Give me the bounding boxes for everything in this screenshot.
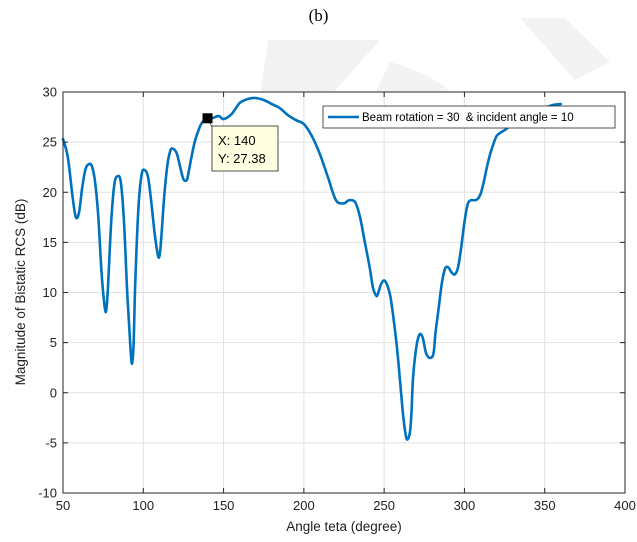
legend: Beam rotation = 30 & incident angle = 10 bbox=[322, 105, 616, 129]
y-tick-label: 20 bbox=[43, 185, 57, 200]
x-tick-labels: 50 100 150 200 250 300 350 400 bbox=[56, 498, 636, 513]
y-tick-labels: -10 -5 0 5 10 15 20 25 30 bbox=[38, 85, 57, 501]
x-tick-label: 400 bbox=[614, 498, 636, 513]
x-tick-label: 250 bbox=[373, 498, 395, 513]
x-tick-label: 100 bbox=[132, 498, 154, 513]
x-tick-label: 150 bbox=[213, 498, 235, 513]
series-line-0 bbox=[61, 96, 563, 441]
y-tick-label: 5 bbox=[50, 335, 57, 350]
figure-caption: (b) bbox=[308, 6, 329, 25]
y-tick-label: -5 bbox=[45, 435, 57, 450]
y-tick-label: 0 bbox=[50, 385, 57, 400]
x-tick-label: 350 bbox=[534, 498, 556, 513]
legend-box bbox=[322, 105, 616, 129]
tick-marks bbox=[62, 91, 626, 494]
datatip-marker[interactable] bbox=[202, 113, 213, 124]
x-tick-label: 200 bbox=[293, 498, 315, 513]
data-tip: X: 140 Y: 27.38 bbox=[202, 113, 279, 172]
legend-label: Beam rotation = 30 & incident angle = 10 bbox=[362, 112, 574, 124]
x-axis-label: Angle teta (degree) bbox=[286, 519, 402, 534]
datatip-x-label: X: 140 bbox=[218, 133, 256, 148]
y-tick-label: -10 bbox=[38, 486, 57, 501]
datatip-y-label: Y: 27.38 bbox=[218, 151, 266, 166]
y-axis-label: Magnitude of Bistatic RCS (dB) bbox=[13, 199, 28, 386]
datatip-box bbox=[211, 125, 279, 172]
x-tick-label: 50 bbox=[56, 498, 70, 513]
x-tick-label: 300 bbox=[454, 498, 476, 513]
y-tick-label: 30 bbox=[43, 85, 57, 100]
series-layer bbox=[61, 96, 563, 441]
y-tick-label: 25 bbox=[43, 135, 57, 150]
y-tick-label: 15 bbox=[43, 235, 57, 250]
y-tick-label: 10 bbox=[43, 285, 57, 300]
